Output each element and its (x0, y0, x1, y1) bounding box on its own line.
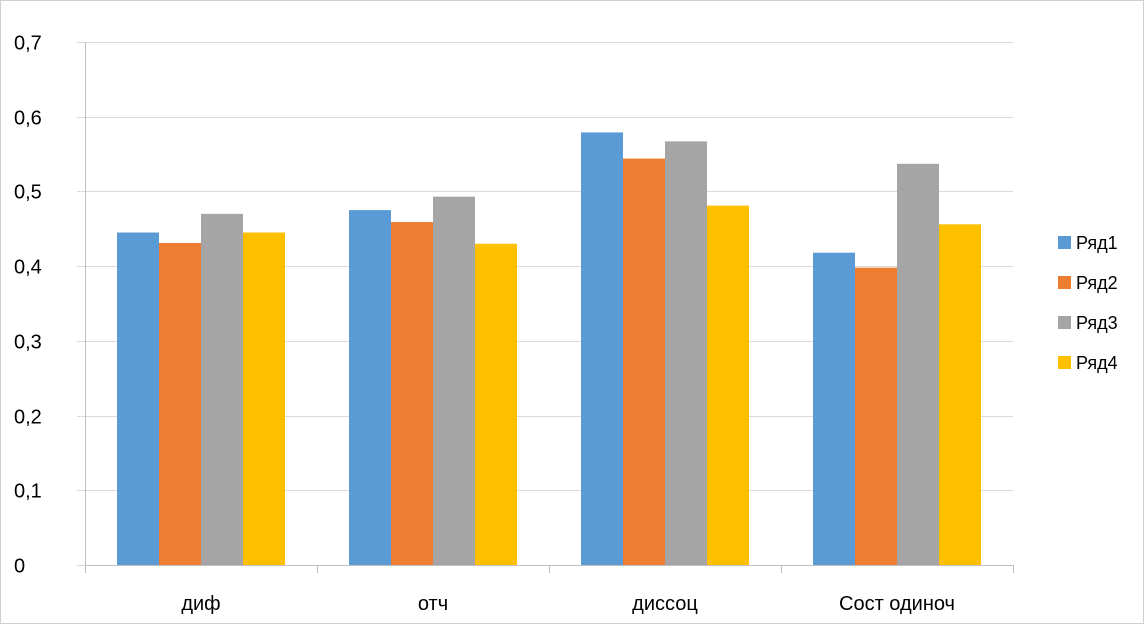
axes (85, 42, 1014, 573)
legend-swatch (1058, 276, 1071, 289)
bar-Ряд3-1 (433, 196, 475, 565)
y-tick-label: 0,5 (14, 182, 42, 204)
bar-Ряд1-0 (117, 232, 159, 565)
bar-Ряд2-3 (855, 267, 897, 565)
bar-Ряд1-1 (349, 210, 391, 565)
y-tick-label: 0,6 (14, 108, 42, 130)
legend-swatch (1058, 236, 1071, 249)
x-category-label: диф (181, 593, 220, 615)
y-tick-label: 0,1 (14, 481, 42, 503)
legend-label: Ряд3 (1076, 313, 1118, 333)
bar-Ряд1-2 (581, 132, 623, 565)
x-category-label: диссоц (632, 593, 698, 615)
bar-Ряд1-3 (813, 252, 855, 566)
y-tick-label: 0,2 (14, 407, 42, 429)
bar-Ряд3-2 (665, 141, 707, 565)
bar-Ряд4-3 (939, 224, 981, 565)
bar-Ряд3-0 (201, 213, 243, 566)
bar-Ряд2-2 (623, 158, 665, 565)
y-tick-label: 0,4 (14, 257, 42, 279)
legend-label: Ряд2 (1076, 273, 1118, 293)
x-category-label: отч (418, 593, 448, 615)
y-tick-label: 0,7 (14, 33, 42, 55)
bar-Ряд4-1 (475, 243, 517, 565)
legend-swatch (1058, 356, 1071, 369)
bar-Ряд2-0 (159, 242, 201, 565)
legend-label: Ряд1 (1076, 233, 1118, 253)
legend-label: Ряд4 (1076, 353, 1118, 373)
legend-swatch (1058, 316, 1071, 329)
y-tick-label: 0,3 (14, 332, 42, 354)
y-tick-label: 0 (14, 556, 25, 578)
bar-Ряд4-0 (243, 232, 285, 565)
bar-Ряд3-3 (897, 163, 939, 565)
axis-labels: 0 0,1 0,2 0,3 0,4 0,5 0,6 0,7 диф отч диссоц Сост о… (14, 33, 955, 616)
bar-Ряд4-2 (707, 205, 749, 566)
bar-Ряд2-1 (391, 222, 433, 565)
bars (117, 132, 981, 566)
legend: Ряд1 Ряд2 Ряд3 Ряд4 (1058, 233, 1118, 373)
x-category-label: Сост одиноч (839, 593, 955, 615)
